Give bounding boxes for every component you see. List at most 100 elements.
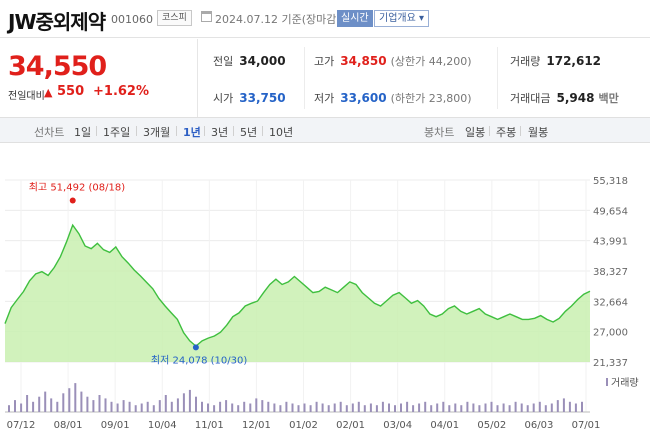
price-date: 2024.07.12 기준(장마감) bbox=[215, 13, 341, 26]
stat-label: 고가 bbox=[314, 55, 335, 68]
volume-bar bbox=[484, 403, 487, 412]
stat-label: 거래량 bbox=[510, 55, 541, 68]
y-tick-label: 38,327 bbox=[593, 267, 628, 278]
volume-bar bbox=[176, 398, 179, 412]
divider bbox=[233, 126, 234, 136]
y-tick-label: 43,991 bbox=[593, 237, 628, 248]
candle-chart-label: 봉차트 bbox=[424, 126, 455, 139]
volume-bar bbox=[50, 398, 53, 412]
y-tick-label: 55,318 bbox=[593, 176, 628, 187]
y-tick-label: 21,337 bbox=[593, 358, 628, 369]
volume-bar bbox=[297, 405, 300, 412]
price-line bbox=[4, 223, 591, 348]
period-1d[interactable]: 1일 bbox=[74, 126, 92, 139]
volume-bar bbox=[418, 403, 421, 412]
period-5y[interactable]: 5년 bbox=[240, 126, 258, 139]
volume-bar bbox=[442, 401, 445, 412]
volume-bar bbox=[514, 401, 517, 412]
volume-bar bbox=[261, 400, 264, 412]
stat-label: 저가 bbox=[314, 92, 335, 105]
volume-bar bbox=[363, 405, 366, 412]
x-tick-label: 08/01 bbox=[54, 420, 83, 431]
stat-value: 34,000 bbox=[239, 54, 286, 68]
volume-bar bbox=[581, 401, 583, 412]
stat-label: 시가 bbox=[213, 92, 234, 105]
volume-bar bbox=[388, 403, 390, 412]
period-3m[interactable]: 3개월 bbox=[143, 126, 171, 139]
volume-bar bbox=[122, 400, 125, 412]
volume-bar bbox=[568, 401, 571, 412]
stat-trade-amount: 거래대금 5,948 백만 bbox=[510, 90, 619, 106]
stat-prev-close: 전일 34,000 bbox=[213, 53, 286, 69]
volume-bar bbox=[182, 393, 185, 412]
volume-bar bbox=[508, 405, 511, 412]
divider bbox=[176, 126, 177, 136]
volume-bar bbox=[574, 403, 577, 412]
volume-bar bbox=[424, 401, 427, 412]
period-1w[interactable]: 1주일 bbox=[103, 126, 131, 139]
x-tick-label: 10/04 bbox=[148, 420, 177, 431]
candle-weekly[interactable]: 주봉 bbox=[496, 126, 517, 139]
volume-bar bbox=[14, 400, 16, 412]
stat-value: 33,750 bbox=[239, 91, 286, 105]
market-badge: 코스피 bbox=[157, 10, 192, 26]
stat-value: 34,850 bbox=[340, 54, 387, 68]
volume-bar bbox=[309, 405, 312, 412]
volume-bar bbox=[267, 401, 270, 412]
volume-bar bbox=[201, 401, 203, 412]
divider bbox=[96, 126, 97, 136]
volume-bar bbox=[490, 401, 493, 412]
stat-volume: 거래량 172,612 bbox=[510, 53, 601, 69]
low-label: 최저 24,078 (10/30) bbox=[151, 354, 247, 366]
volume-bar bbox=[544, 405, 547, 412]
volume-label: 거래량 bbox=[611, 377, 639, 389]
volume-bar bbox=[436, 403, 439, 412]
stock-code: 001060 bbox=[111, 13, 153, 26]
volume-bar bbox=[321, 403, 324, 412]
price-block: 34,550 전일대비 ▲ 550 +1.62% bbox=[0, 39, 198, 117]
volume-bar bbox=[303, 403, 306, 412]
volume-bar bbox=[339, 401, 342, 412]
triangle-up-icon: ▲ bbox=[44, 86, 53, 99]
volume-bar bbox=[381, 401, 384, 412]
calendar-icon bbox=[201, 11, 212, 22]
volume-bar bbox=[170, 401, 173, 412]
volume-bar bbox=[369, 403, 372, 412]
volume-bar bbox=[116, 403, 119, 412]
candle-monthly[interactable]: 월봉 bbox=[528, 126, 549, 139]
divider bbox=[497, 47, 498, 109]
period-3y[interactable]: 3년 bbox=[211, 126, 229, 139]
y-tick-label: 32,664 bbox=[593, 297, 628, 308]
x-tick-label: 02/01 bbox=[336, 420, 365, 431]
x-tick-label: 07/12 bbox=[7, 420, 36, 431]
x-tick-label: 05/02 bbox=[477, 420, 506, 431]
volume-bar bbox=[556, 400, 559, 412]
stat-label: 거래대금 bbox=[510, 92, 551, 105]
price-area-fill bbox=[5, 225, 590, 362]
divider bbox=[204, 126, 205, 136]
volume-bar bbox=[357, 401, 360, 412]
volume-bar bbox=[98, 395, 101, 412]
period-10y[interactable]: 10년 bbox=[269, 126, 294, 139]
volume-bar bbox=[128, 401, 131, 412]
company-info-button[interactable]: 기업개요 ▾ bbox=[374, 10, 429, 27]
price-chart-svg: 55,318 49,654 43,991 38,327 32,664 27,000 21,3… bbox=[4, 176, 639, 431]
divider bbox=[489, 126, 490, 136]
change-label: 전일대비 bbox=[8, 91, 45, 102]
divider bbox=[304, 47, 305, 109]
stat-low: 저가 33,600 (하한가 23,800) bbox=[314, 90, 472, 106]
y-tick-label: 49,654 bbox=[593, 206, 628, 217]
volume-bar bbox=[86, 396, 89, 412]
volume-bar bbox=[134, 405, 137, 412]
change-rate: +1.62% bbox=[93, 84, 149, 99]
volume-bar bbox=[219, 401, 222, 412]
volume-bar bbox=[195, 396, 197, 412]
volume-bar bbox=[496, 405, 499, 412]
volume-bar bbox=[406, 401, 409, 412]
candle-daily[interactable]: 일봉 bbox=[465, 126, 486, 139]
period-1y[interactable]: 1년 bbox=[183, 126, 201, 139]
price-chart[interactable]: 55,318 49,654 43,991 38,327 32,664 27,000 21,3… bbox=[0, 150, 650, 443]
realtime-button[interactable]: 실시간 bbox=[337, 10, 373, 27]
volume-bar bbox=[375, 405, 378, 412]
volume-bar bbox=[285, 401, 288, 412]
